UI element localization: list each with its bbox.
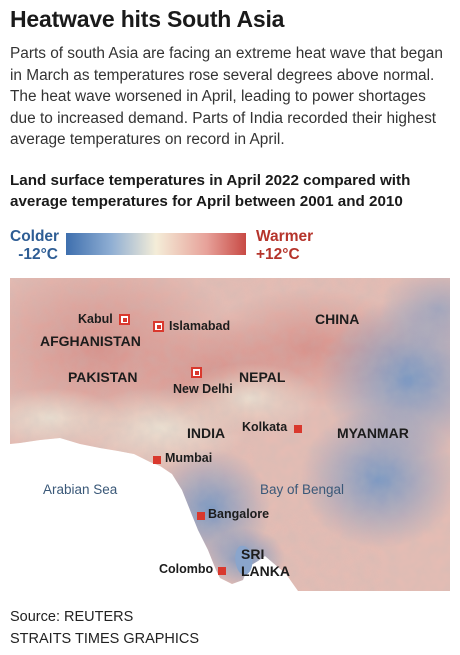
city-label-kabul: Kabul	[78, 312, 113, 326]
capital-marker-new-delhi	[191, 367, 202, 378]
map-subtitle: Land surface temperatures in April 2022 …	[10, 172, 411, 210]
city-marker-mumbai	[153, 456, 161, 464]
city-label-bangalore: Bangalore	[208, 507, 270, 521]
country-label-pakistan: PAKISTAN	[68, 369, 138, 385]
capital-marker-islamabad	[153, 321, 164, 332]
source-line: Source: REUTERS	[10, 609, 134, 625]
sri-lanka-land	[235, 545, 253, 575]
sea-label-bay-of-bengal: Bay of Bengal	[260, 482, 345, 497]
intro-paragraph: Parts of south Asia are facing an extrem…	[10, 45, 443, 148]
city-marker-colombo	[218, 567, 226, 575]
country-label-myanmar: MYANMAR	[337, 425, 409, 441]
temperature-map: Kabul Islamabad New Delhi Kolkata Mumbai…	[10, 278, 450, 591]
legend-warmer: Warmer +12°C	[256, 228, 313, 264]
city-marker-bangalore	[197, 512, 205, 520]
legend-colder-value: -12°C	[18, 246, 58, 263]
city-label-new-delhi: New Delhi	[173, 382, 233, 396]
legend-warmer-value: +12°C	[256, 246, 300, 263]
land-temperature-layer	[10, 278, 450, 591]
city-label-kolkata: Kolkata	[242, 420, 288, 434]
city-marker-kolkata	[294, 425, 302, 433]
capital-marker-kabul	[119, 314, 130, 325]
credit-line: STRAITS TIMES GRAPHICS	[10, 631, 200, 647]
city-label-islamabad: Islamabad	[169, 319, 231, 333]
legend-warmer-label: Warmer	[256, 228, 314, 245]
map-graphic	[10, 278, 450, 591]
country-label-lanka: LANKA	[241, 563, 290, 579]
legend-colder-label: Colder	[10, 228, 60, 245]
city-label-mumbai: Mumbai	[165, 451, 213, 465]
country-label-sri: SRI	[241, 546, 265, 562]
country-label-nepal: NEPAL	[239, 369, 286, 385]
country-label-afghanistan: AFGHANISTAN	[40, 333, 141, 349]
legend-colder: Colder -12°C	[10, 228, 60, 264]
source-credit: Source: REUTERS STRAITS TIMES GRAPHICS	[10, 606, 199, 650]
country-label-india: INDIA	[187, 425, 226, 441]
country-label-china: CHINA	[315, 311, 360, 327]
legend-gradient-bar	[66, 233, 246, 255]
headline: Heatwave hits South Asia	[10, 6, 285, 32]
city-label-colombo: Colombo	[159, 562, 214, 576]
sea-label-arabian-sea: Arabian Sea	[43, 482, 118, 497]
